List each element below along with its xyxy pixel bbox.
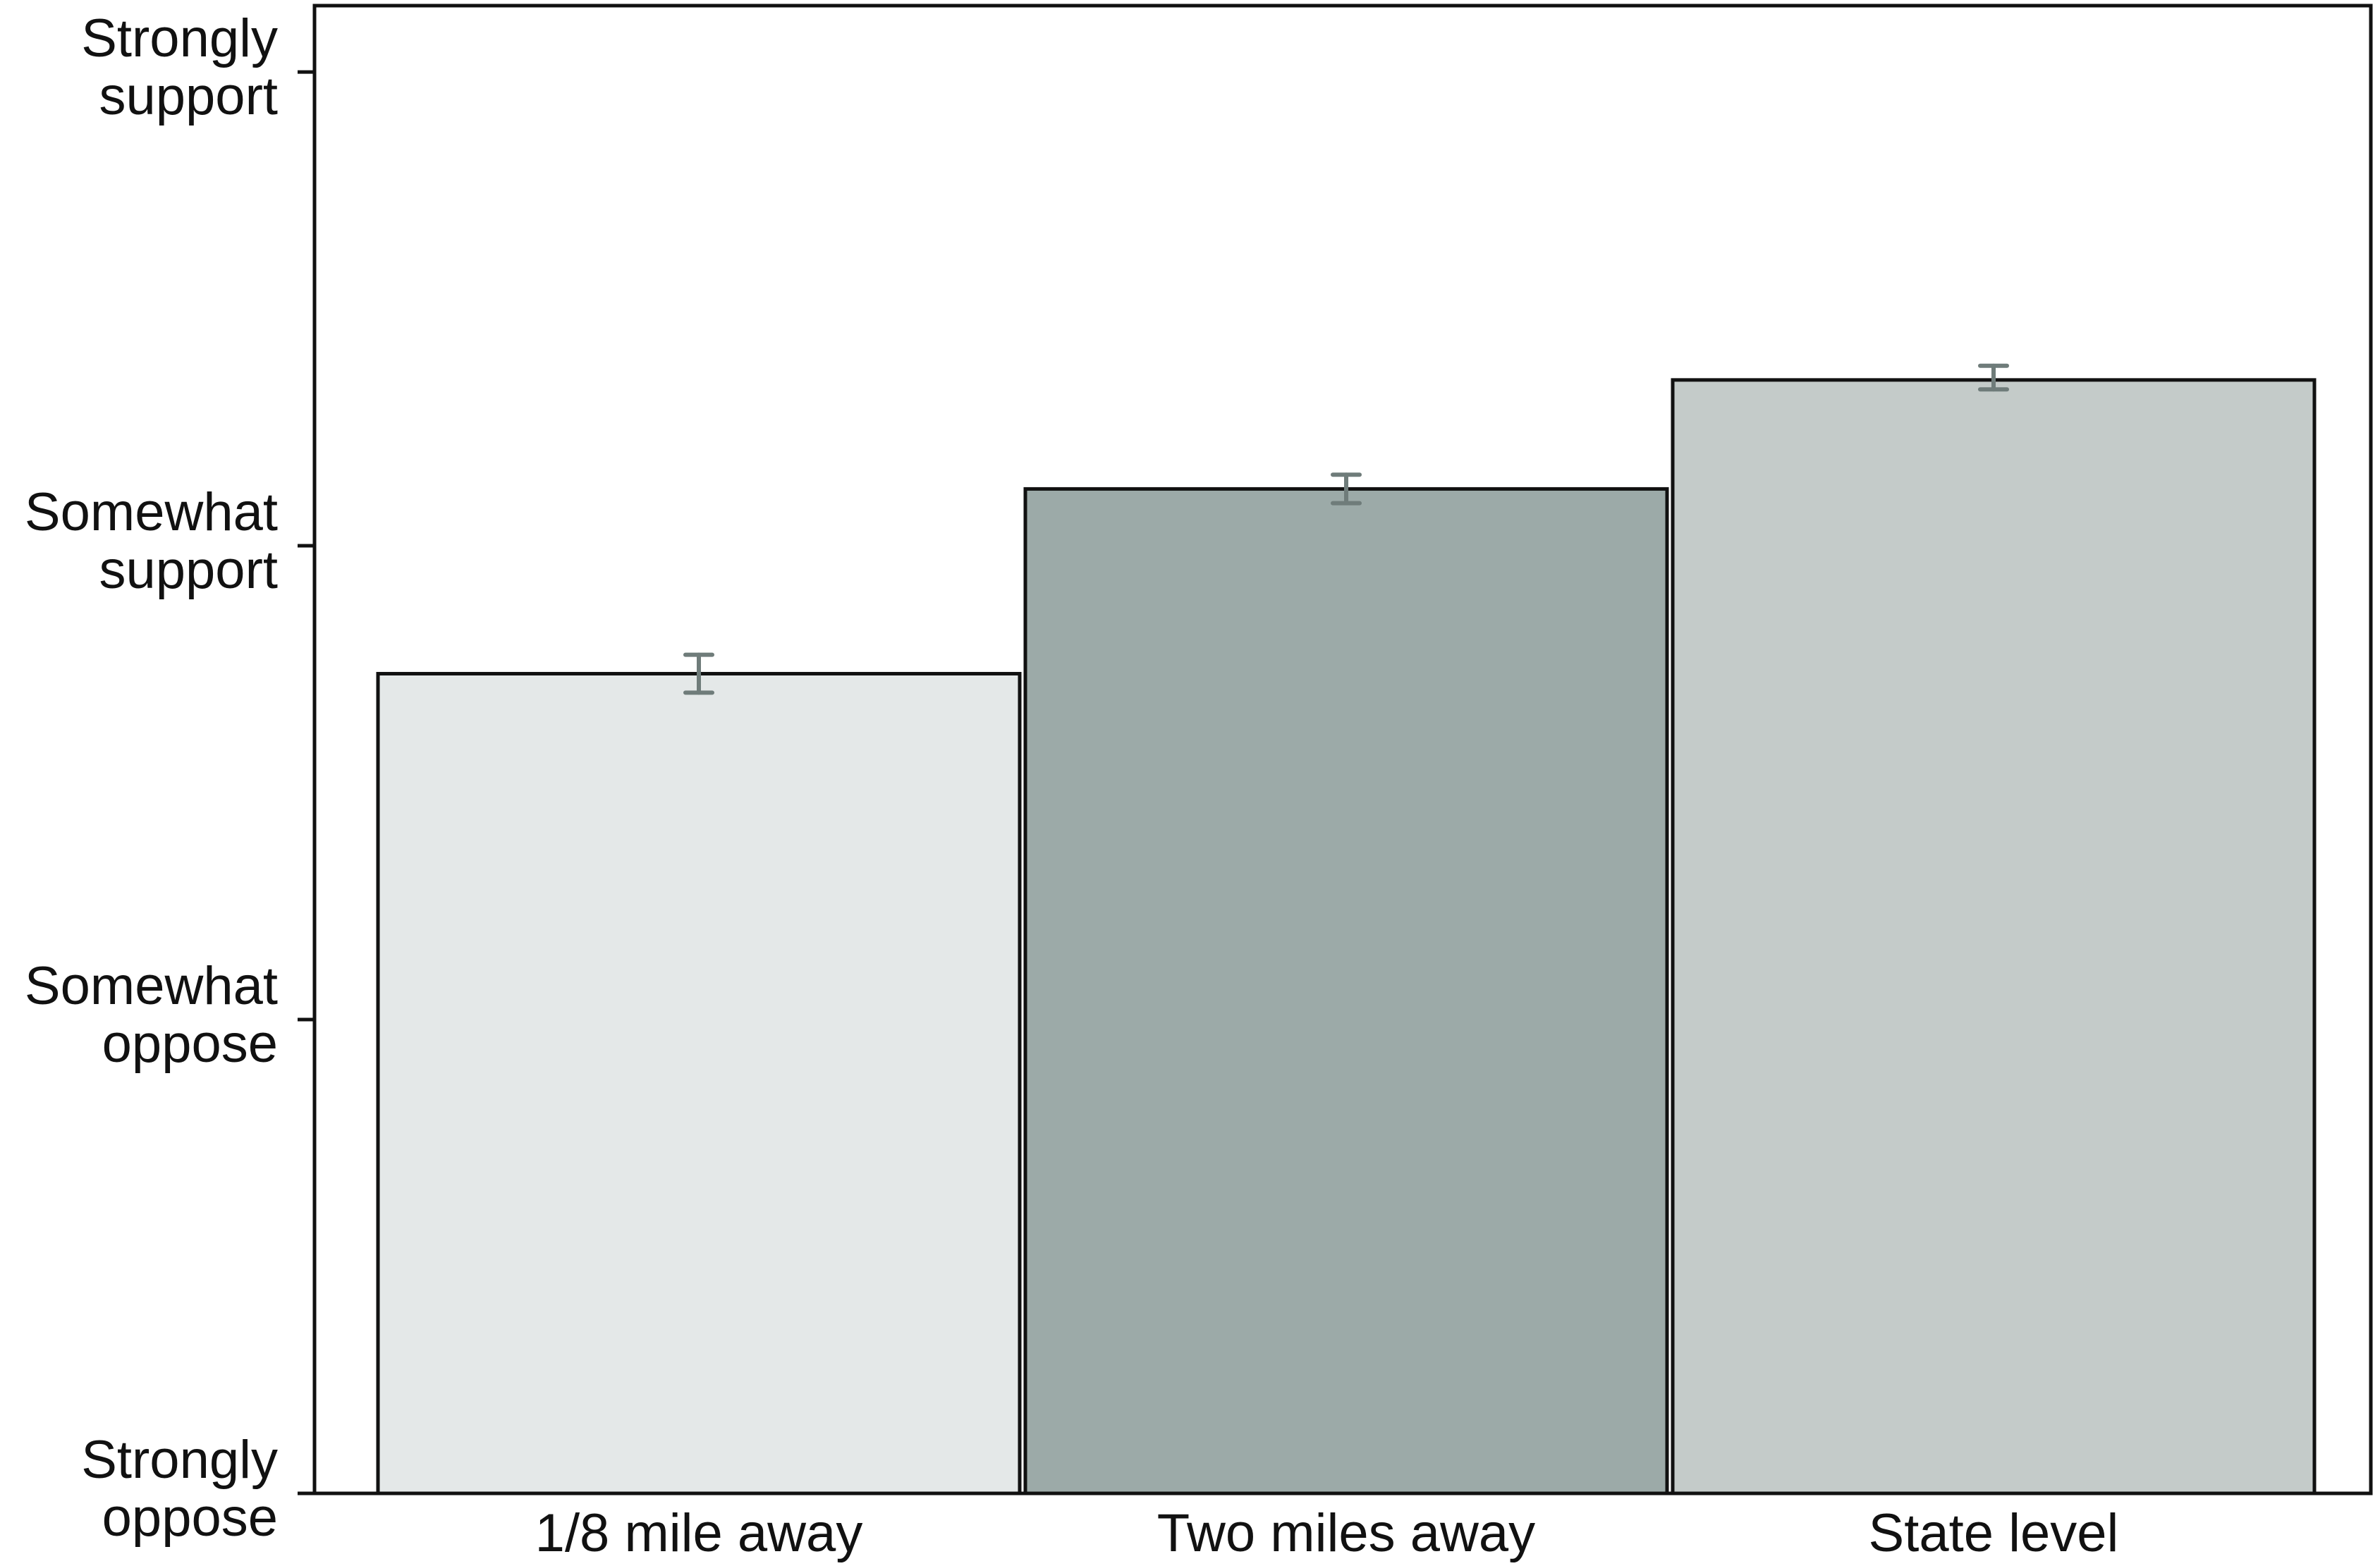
y-tick-label-line: support: [99, 66, 279, 126]
bar: [1023, 487, 1669, 1495]
y-tick-label: Somewhat support: [25, 482, 278, 600]
y-tick-label-line: oppose: [102, 1488, 278, 1548]
y-tick-label-line: Strongly: [81, 1430, 278, 1490]
y-tick-label-line: Somewhat: [25, 482, 278, 542]
y-tick-label-line: Strongly: [81, 8, 278, 68]
error-bar: [683, 652, 714, 695]
plot-frame: [312, 4, 2373, 1495]
y-tick-label: Strongly oppose: [81, 1430, 278, 1548]
error-bar: [1331, 472, 1362, 506]
x-tick-label: Two miles away: [1157, 1503, 1535, 1563]
x-tick-label: State level: [1869, 1503, 2119, 1563]
x-tick-label: 1/8 mile away: [535, 1503, 863, 1563]
y-tick-label-line: oppose: [102, 1014, 278, 1074]
y-tick-label-line: support: [99, 540, 279, 600]
error-bars: [683, 363, 2009, 695]
y-tick-label: Somewhat oppose: [25, 956, 278, 1074]
bar: [1671, 378, 2317, 1495]
bars: [376, 378, 2317, 1495]
x-axis: 1/8 mile away Two miles away State level: [535, 1503, 2119, 1563]
error-bar: [1978, 363, 2009, 392]
bar: [376, 671, 1022, 1495]
y-tick-label-line: Somewhat: [25, 956, 278, 1016]
y-tick-label: Strongly support: [81, 8, 278, 126]
